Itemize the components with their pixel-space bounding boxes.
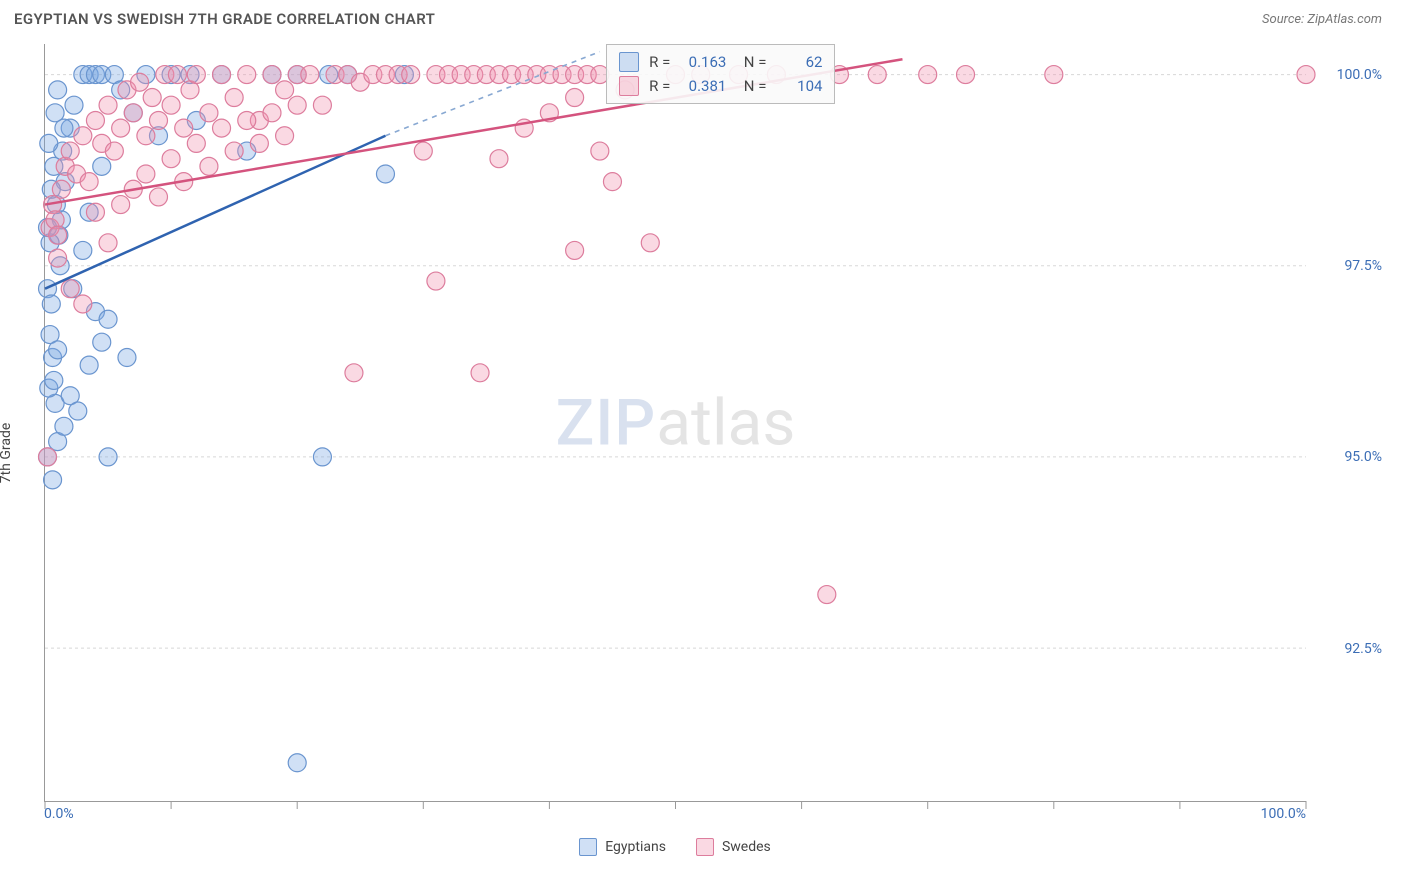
y-tick-label: 95.0% bbox=[1344, 449, 1382, 465]
stat-n-value: 104 bbox=[776, 77, 822, 95]
y-axis-label: 7th Grade bbox=[0, 423, 14, 484]
stat-r-value: 0.381 bbox=[680, 77, 726, 95]
plot-area: ZIPatlas R =0.163 N =62R =0.381 N =104 bbox=[44, 44, 1306, 802]
chart-title: EGYPTIAN VS SWEDISH 7TH GRADE CORRELATIO… bbox=[14, 10, 435, 28]
y-tick-label: 100.0% bbox=[1337, 67, 1382, 83]
plot-svg bbox=[45, 44, 1306, 801]
legend-swatch-icon bbox=[619, 76, 639, 96]
x-tick-labels: 0.0% 100.0% bbox=[44, 806, 1306, 824]
legend-item-swedes[interactable]: Swedes bbox=[696, 838, 771, 856]
stat-n-label: N = bbox=[736, 53, 766, 71]
stat-r-label: R = bbox=[649, 77, 670, 95]
legend: Egyptians Swedes bbox=[44, 838, 1306, 856]
y-tick-label: 97.5% bbox=[1344, 258, 1382, 274]
stat-n-label: N = bbox=[736, 77, 766, 95]
x-tick-label: 100.0% bbox=[1261, 806, 1306, 822]
x-tick-label: 0.0% bbox=[44, 806, 74, 822]
stat-n-value: 62 bbox=[776, 53, 822, 71]
legend-label: Swedes bbox=[722, 839, 771, 855]
correlation-stats-box: R = 0.163 N = 62 R = 0.381 N = 104 bbox=[606, 44, 835, 104]
legend-label: Egyptians bbox=[605, 839, 666, 855]
stat-r-label: R = bbox=[649, 53, 670, 71]
y-tick-label: 92.5% bbox=[1344, 641, 1382, 657]
legend-item-egyptians[interactable]: Egyptians bbox=[579, 838, 666, 856]
legend-swatch-icon bbox=[696, 838, 714, 856]
legend-swatch-icon bbox=[579, 838, 597, 856]
source-attribution: Source: ZipAtlas.com bbox=[1262, 12, 1382, 27]
stat-r-value: 0.163 bbox=[680, 53, 726, 71]
stats-row-swedes: R = 0.381 N = 104 bbox=[607, 74, 834, 98]
chart-container: 7th Grade ZIPatlas R =0.163 N =62R =0.38… bbox=[14, 44, 1386, 862]
legend-swatch-icon bbox=[619, 52, 639, 72]
y-tick-labels: 92.5% 95.0% 97.5% 100.0% bbox=[1310, 44, 1386, 802]
stats-row-egyptians: R = 0.163 N = 62 bbox=[607, 50, 834, 74]
